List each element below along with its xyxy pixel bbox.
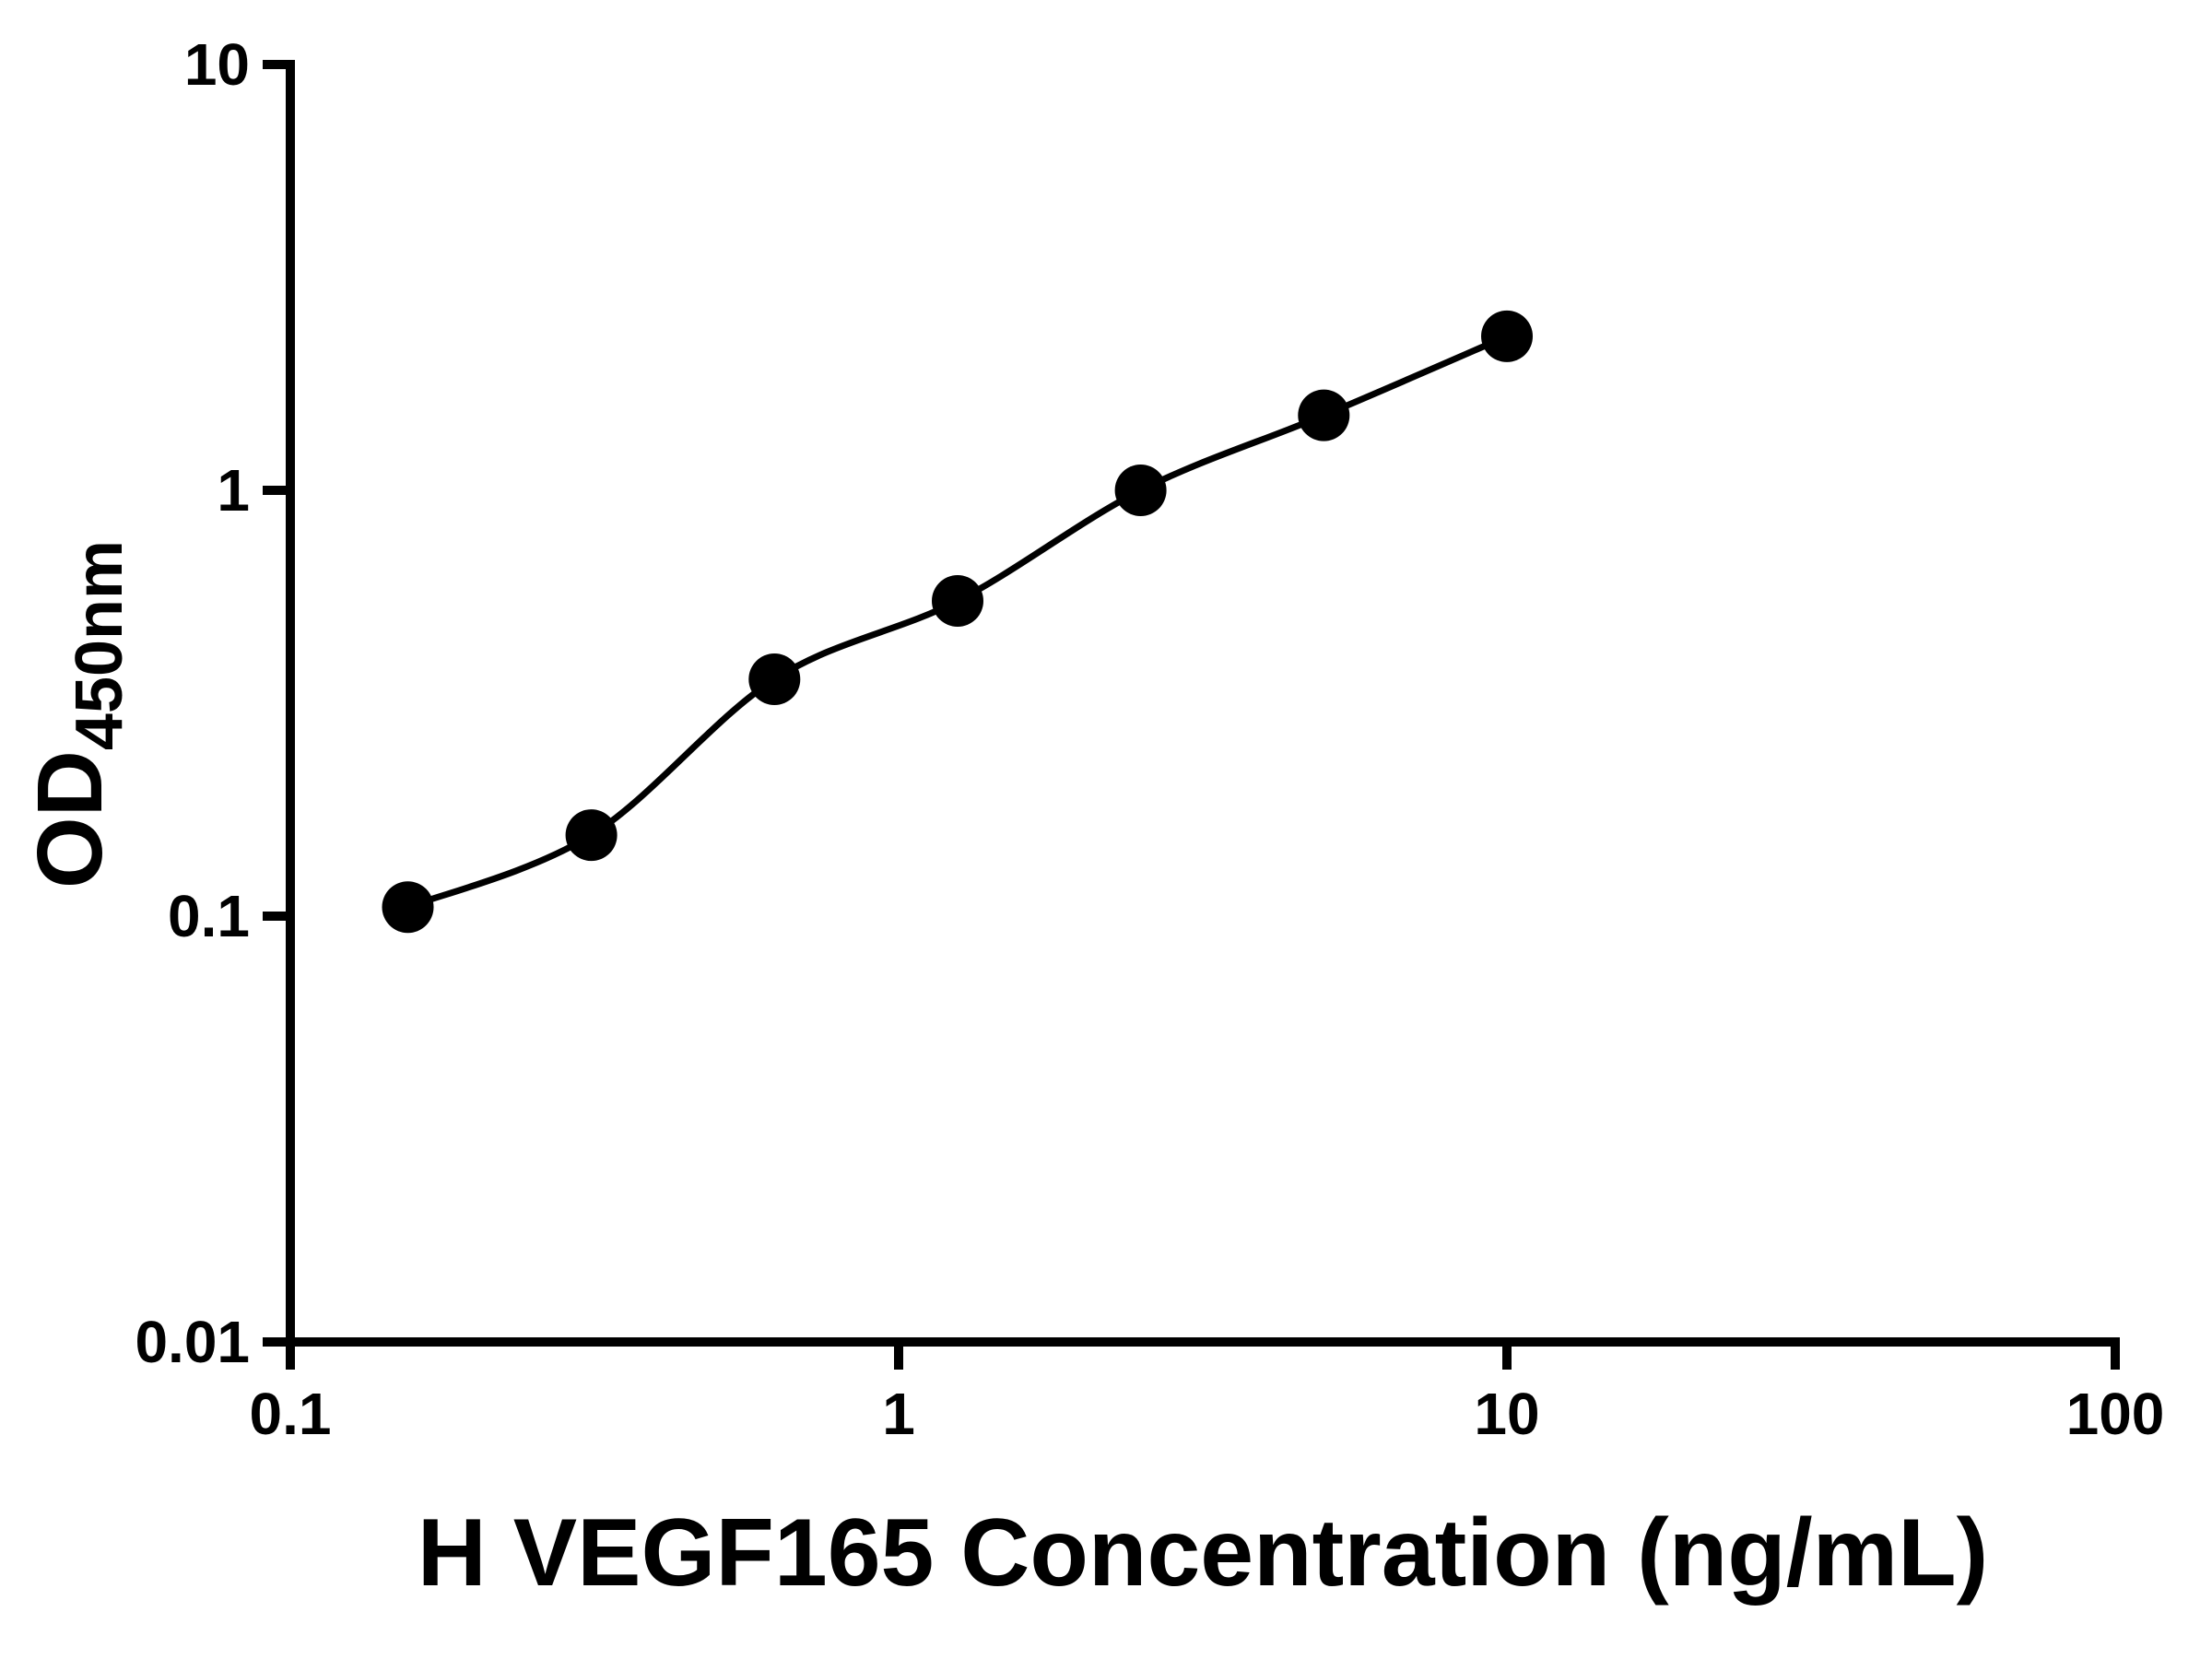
- data-point: [1114, 465, 1167, 516]
- y-axis-title: OD450nm: [18, 539, 136, 888]
- data-point: [748, 653, 801, 705]
- data-point: [382, 881, 434, 934]
- data-point: [932, 575, 983, 627]
- data-point: [1298, 389, 1350, 441]
- x-tick-label: 10: [1474, 1381, 1540, 1447]
- x-tick-label: 100: [2065, 1381, 2165, 1447]
- y-axis-title-subscript: 450nm: [63, 539, 136, 751]
- x-axis-title: H VEGF165 Concentration (ng/mL): [417, 1500, 1989, 1606]
- y-tick-label: 0.01: [135, 1309, 250, 1375]
- y-tick-label: 0.1: [168, 883, 250, 949]
- x-tick-label: 1: [882, 1381, 915, 1447]
- x-tick-label: 0.1: [249, 1381, 332, 1447]
- y-axis-title-main: OD: [18, 750, 122, 889]
- y-tick-label: 1: [217, 457, 250, 524]
- data-point: [1481, 310, 1533, 362]
- y-tick-label: 10: [183, 31, 250, 98]
- data-point: [565, 809, 618, 862]
